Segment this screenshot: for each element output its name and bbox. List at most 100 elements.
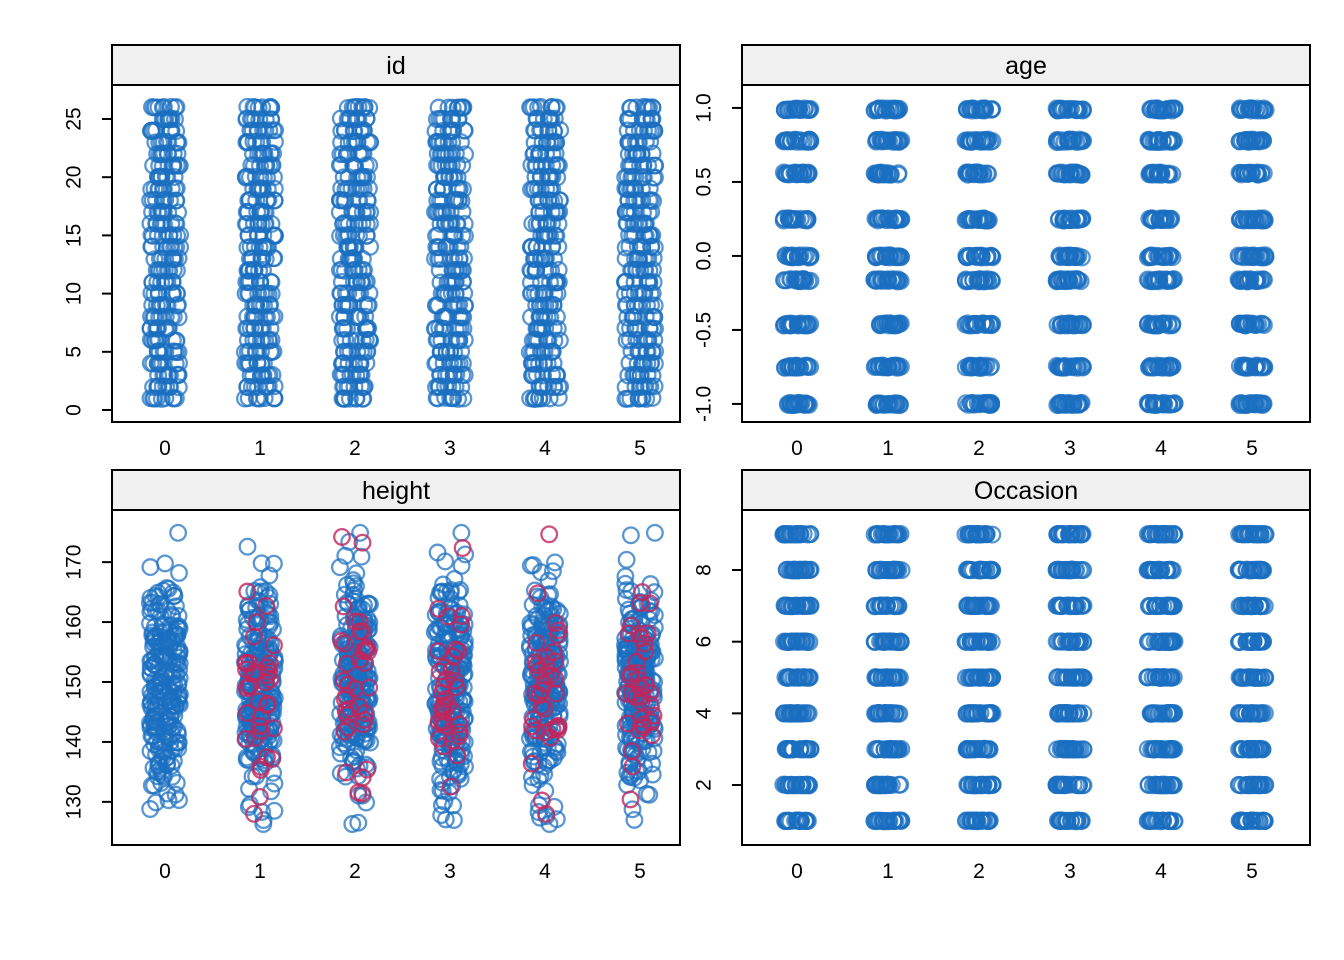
data-point <box>1246 358 1265 377</box>
data-point <box>331 145 350 164</box>
data-point <box>1061 165 1080 184</box>
x-tick-label: 2 <box>973 860 985 883</box>
data-point <box>145 98 163 117</box>
x-tick-label: 1 <box>254 437 266 460</box>
strip-title-occasion: Occasion <box>974 477 1078 505</box>
data-point <box>551 377 570 396</box>
data-point <box>152 739 171 758</box>
data-point <box>265 774 284 793</box>
data-point <box>790 272 809 291</box>
data-point <box>146 331 165 350</box>
data-point <box>1065 131 1083 150</box>
data-point <box>1242 314 1261 333</box>
data-point <box>141 603 160 622</box>
data-point <box>542 97 561 116</box>
data-point <box>867 247 886 266</box>
y-tick-label: 0.0 <box>693 241 716 270</box>
data-point <box>887 358 906 377</box>
data-point <box>549 260 568 279</box>
data-point <box>525 342 544 361</box>
data-point <box>878 164 897 183</box>
data-point <box>359 296 378 315</box>
data-point <box>1146 270 1165 289</box>
data-point <box>169 523 188 542</box>
data-point <box>616 249 635 268</box>
x-tick-label: 1 <box>254 860 266 883</box>
data-point <box>1141 357 1160 376</box>
data-point <box>240 249 259 268</box>
data-point <box>978 247 997 266</box>
data-point <box>153 192 172 210</box>
data-point <box>878 271 897 290</box>
data-point <box>868 100 887 119</box>
data-point <box>982 100 1001 119</box>
y-tick-label: 15 <box>63 224 86 247</box>
data-point <box>456 296 475 315</box>
data-point <box>1161 358 1180 377</box>
data-point <box>428 133 447 152</box>
data-point <box>161 691 180 710</box>
data-point <box>163 607 182 626</box>
x-tick-label: 4 <box>539 437 551 460</box>
data-point <box>775 209 794 228</box>
y-tick-label: 160 <box>63 605 86 640</box>
data-point <box>957 394 976 413</box>
data-point <box>333 319 352 338</box>
data-point <box>266 226 284 245</box>
height-observed <box>140 523 664 833</box>
data-point <box>156 554 174 573</box>
data-point <box>527 249 546 268</box>
data-point <box>167 98 186 117</box>
x-tick-label: 4 <box>1155 860 1167 883</box>
data-point <box>642 353 661 372</box>
data-point <box>777 247 796 266</box>
data-point <box>634 168 653 186</box>
data-point <box>524 98 543 117</box>
data-point <box>877 358 896 377</box>
data-point <box>167 773 186 792</box>
data-point <box>531 308 549 327</box>
data-point <box>1148 395 1167 414</box>
panel-age: age -1.0-0.50.00.51.00 1 2 3 4 5 <box>693 44 1311 460</box>
data-point <box>1056 395 1075 414</box>
x-tick-label: 2 <box>349 437 361 460</box>
data-point <box>799 272 818 291</box>
data-point <box>961 358 980 377</box>
data-point <box>1051 316 1070 335</box>
data-point <box>166 696 185 715</box>
data-point <box>332 273 351 291</box>
data-point <box>1068 358 1087 377</box>
data-point <box>885 210 904 228</box>
data-point <box>620 237 639 256</box>
x-tick-label: 4 <box>1155 437 1167 460</box>
strip-height <box>111 469 681 511</box>
data-point <box>357 354 376 373</box>
data-point <box>798 358 817 376</box>
data-point <box>1238 394 1256 413</box>
data-point <box>339 354 358 373</box>
data-point <box>621 790 640 809</box>
data-point <box>1164 270 1183 289</box>
x-tick-label: 5 <box>1246 860 1258 883</box>
data-point <box>141 742 160 761</box>
data-point <box>530 203 549 222</box>
data-point <box>1145 100 1164 119</box>
y-tick-label: 150 <box>63 664 86 699</box>
points-occasion <box>774 524 1275 831</box>
data-point <box>645 296 664 315</box>
data-point <box>961 246 979 265</box>
data-point <box>639 121 657 140</box>
data-point <box>334 215 352 233</box>
data-point <box>617 550 636 569</box>
data-point <box>1160 247 1179 265</box>
data-point <box>147 261 166 280</box>
data-point <box>1153 131 1172 150</box>
data-point <box>166 354 185 373</box>
data-point <box>967 246 986 265</box>
data-point <box>521 238 540 257</box>
data-point <box>158 755 177 773</box>
data-point <box>1151 165 1170 184</box>
